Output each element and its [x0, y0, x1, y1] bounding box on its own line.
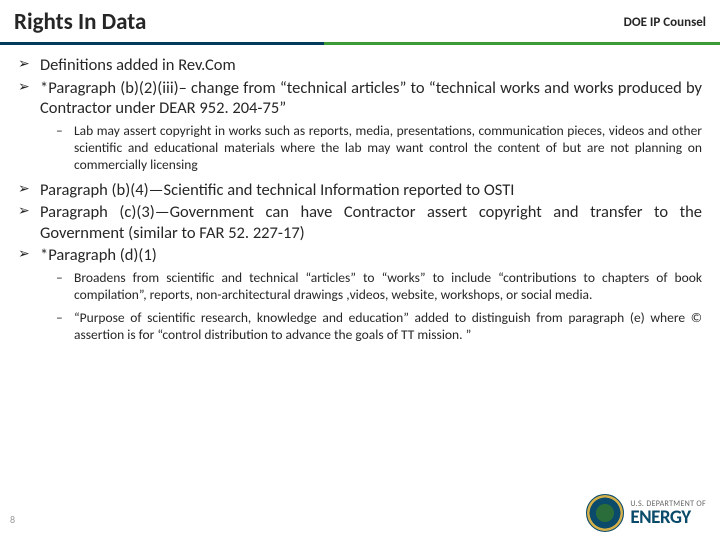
bullet-level-1: ➢Paragraph (b)(4)—Scientific and technic… — [18, 180, 702, 201]
doe-energy-label: ENERGY — [630, 508, 706, 527]
slide-title: Rights In Data — [14, 8, 146, 36]
bullet-text: *Paragraph (d)(1) — [40, 245, 702, 266]
dash-marker-icon: – — [56, 310, 74, 344]
header-divider — [0, 42, 720, 45]
bullet-level-1: ➢*Paragraph (b)(2)(iii)– change from “te… — [18, 78, 702, 119]
arrow-marker-icon: ➢ — [18, 202, 40, 243]
bullet-text: Lab may assert copyright in works such a… — [74, 123, 702, 174]
bullet-level-2: –Broadens from scientific and technical … — [56, 270, 702, 304]
dash-marker-icon: – — [56, 270, 74, 304]
bullet-text: Definitions added in Rev.Com — [40, 55, 702, 76]
divider-left-segment — [0, 42, 324, 45]
arrow-marker-icon: ➢ — [18, 245, 40, 266]
bullet-text: “Purpose of scientific research, knowled… — [74, 310, 702, 344]
slide-content: ➢Definitions added in Rev.Com➢*Paragraph… — [0, 45, 720, 344]
slide-subtitle: DOE IP Counsel — [624, 15, 706, 30]
divider-right-segment — [324, 42, 720, 45]
bullet-level-2: –“Purpose of scientific research, knowle… — [56, 310, 702, 344]
doe-seal-icon — [586, 494, 624, 532]
arrow-marker-icon: ➢ — [18, 78, 40, 119]
bullet-level-2: –Lab may assert copyright in works such … — [56, 123, 702, 174]
bullet-level-1: ➢Definitions added in Rev.Com — [18, 55, 702, 76]
bullet-level-1: ➢Paragraph (c)(3)—Government can have Co… — [18, 202, 702, 243]
arrow-marker-icon: ➢ — [18, 55, 40, 76]
bullet-text: *Paragraph (b)(2)(iii)– change from “tec… — [40, 78, 702, 119]
arrow-marker-icon: ➢ — [18, 180, 40, 201]
bullet-text: Paragraph (b)(4)—Scientific and technica… — [40, 180, 702, 201]
doe-logo-text: U.S. DEPARTMENT OF ENERGY — [630, 500, 706, 527]
slide-header: Rights In Data DOE IP Counsel — [0, 0, 720, 42]
page-number: 8 — [10, 513, 15, 526]
bullet-text: Broadens from scientific and technical “… — [74, 270, 702, 304]
slide-footer: U.S. DEPARTMENT OF ENERGY — [586, 494, 706, 532]
dash-marker-icon: – — [56, 123, 74, 174]
bullet-level-1: ➢*Paragraph (d)(1) — [18, 245, 702, 266]
bullet-text: Paragraph (c)(3)—Government can have Con… — [40, 202, 702, 243]
